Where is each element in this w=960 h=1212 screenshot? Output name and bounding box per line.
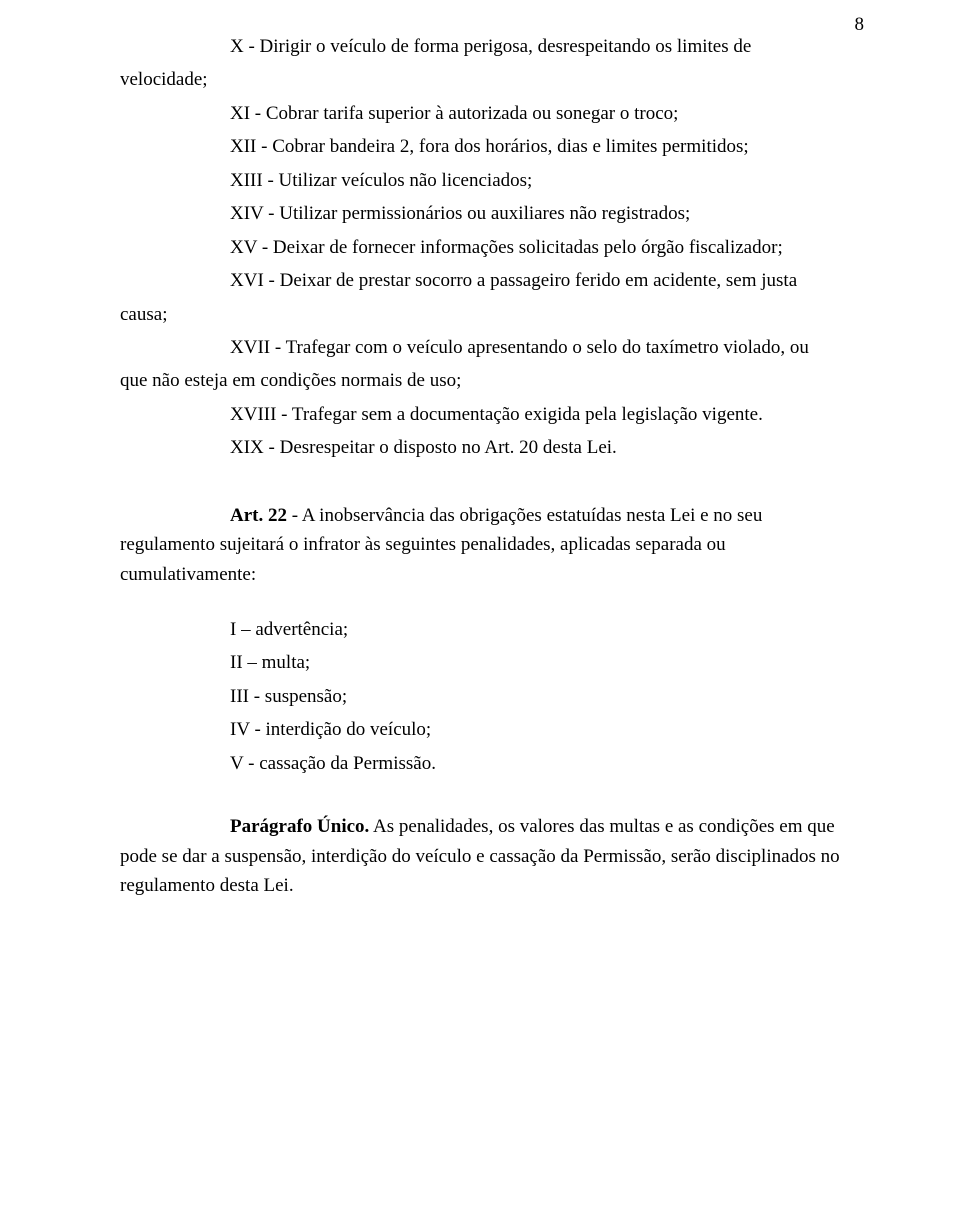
penalty-iii: III - suspensão; [120,682,864,711]
item-xiii: XIII - Utilizar veículos não licenciados… [120,166,864,195]
article-22-block: Art. 22 - A inobservância das obrigações… [120,501,864,589]
para-unico-line2: pode se dar a suspensão, interdição do v… [120,842,864,871]
art22-line3: cumulativamente: [120,560,864,589]
penalty-ii: II – multa; [120,648,864,677]
article-items-block-1: X - Dirigir o veículo de forma perigosa,… [120,32,864,463]
art22-label: Art. 22 [230,505,287,526]
art22-line1: Art. 22 - A inobservância das obrigações… [120,501,864,530]
item-xi: XI - Cobrar tarifa superior à autorizada… [120,99,864,128]
item-xviii: XVIII - Trafegar sem a documentação exig… [120,400,864,429]
art22-line2: regulamento sujeitará o infrator às segu… [120,530,864,559]
page-number: 8 [855,10,865,39]
item-xvii-line2: que não esteja em condições normais de u… [120,366,864,395]
item-x-line1: X - Dirigir o veículo de forma perigosa,… [120,32,864,61]
para-unico-line3: regulamento desta Lei. [120,871,864,900]
para-unico-line1-rest: As penalidades, os valores das multas e … [369,816,834,837]
art22-line1-rest: - A inobservância das obrigações estatuí… [287,505,762,526]
item-xii: XII - Cobrar bandeira 2, fora dos horári… [120,132,864,161]
item-xvii-line1: XVII - Trafegar com o veículo apresentan… [120,333,864,362]
item-xiv: XIV - Utilizar permissionários ou auxili… [120,199,864,228]
item-xvi-line2: causa; [120,300,864,329]
paragrafo-unico-block: Parágrafo Único. As penalidades, os valo… [120,812,864,900]
item-xix: XIX - Desrespeitar o disposto no Art. 20… [120,433,864,462]
item-x-line2: velocidade; [120,65,864,94]
document-page: 8 X - Dirigir o veículo de forma perigos… [0,0,960,1212]
penalty-v: V - cassação da Permissão. [120,749,864,778]
item-xv: XV - Deixar de fornecer informações soli… [120,233,864,262]
penalty-list: I – advertência; II – multa; III - suspe… [120,615,864,778]
para-unico-label: Parágrafo Único. [230,816,369,837]
penalty-i: I – advertência; [120,615,864,644]
item-xvi-line1: XVI - Deixar de prestar socorro a passag… [120,266,864,295]
penalty-iv: IV - interdição do veículo; [120,715,864,744]
para-unico-line1: Parágrafo Único. As penalidades, os valo… [120,812,864,841]
